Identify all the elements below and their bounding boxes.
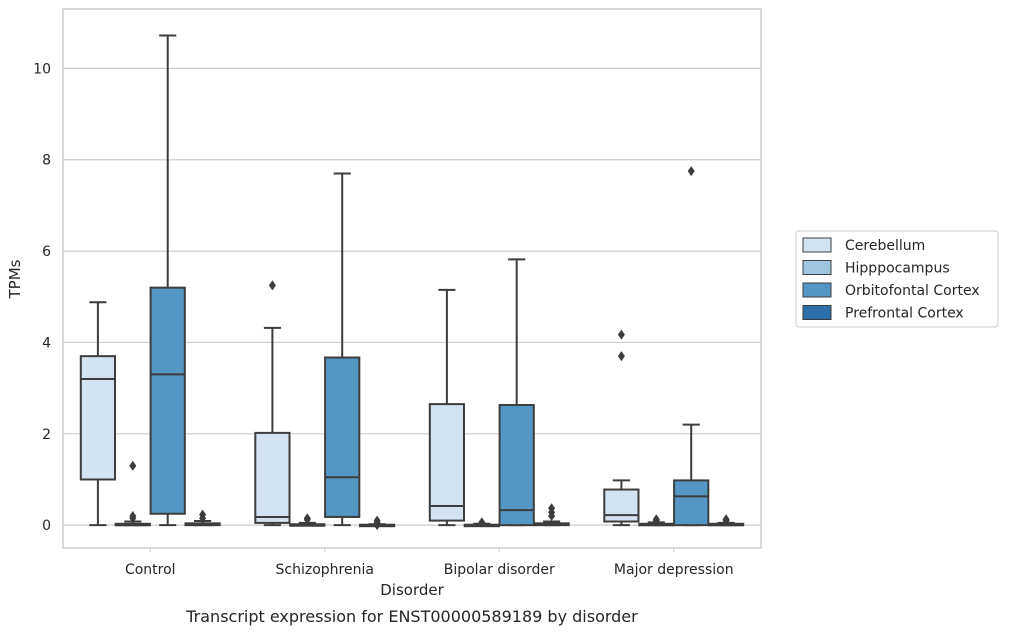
- x-tick-label: Major depression: [614, 562, 734, 578]
- y-axis-title: TPMs: [6, 259, 24, 299]
- box: [428, 288, 466, 527]
- legend-swatch: [802, 260, 832, 275]
- plot-frame: [62, 8, 762, 549]
- legend: Cerebellum Hipppocampus Orbitofontal Corte…: [795, 230, 999, 328]
- y-tick-label: 2: [42, 427, 51, 443]
- box-body: [324, 356, 361, 518]
- legend-swatch: [802, 282, 832, 298]
- y-tick-label: 6: [42, 244, 51, 260]
- box: [289, 513, 326, 527]
- box: [254, 280, 291, 527]
- outlier-point: [199, 509, 207, 520]
- x-tick-label: Bipolar disorder: [444, 562, 555, 578]
- box: [184, 509, 221, 527]
- legend-label: Orbitofontal Cortex: [845, 283, 980, 299]
- y-tick-label: 0: [42, 518, 51, 534]
- outlier-point: [268, 280, 276, 291]
- y-tick-label: 8: [42, 153, 51, 169]
- x-tick-label: Control: [125, 562, 176, 578]
- legend-label: Prefrontal Cortex: [845, 306, 964, 322]
- x-ticks: Control Schizophrenia Bipolar disorder Majo…: [125, 548, 734, 578]
- outlier-point: [129, 511, 137, 522]
- box: [498, 258, 535, 527]
- chart-caption: Transcript expression for ENST0000058918…: [185, 607, 638, 626]
- outlier-point: [129, 460, 137, 471]
- outlier-point: [617, 329, 625, 340]
- outlier-point: [722, 514, 730, 525]
- box-body: [603, 488, 640, 523]
- y-ticks: 0 2 4 6 8 10: [33, 61, 51, 534]
- legend-swatch: [802, 237, 832, 253]
- outlier-point: [652, 514, 660, 525]
- box: [324, 172, 361, 527]
- legend-swatch: [802, 305, 832, 320]
- box-body: [428, 403, 466, 522]
- box: [707, 514, 745, 527]
- box: [673, 166, 710, 527]
- legend-label: Hipppocampus: [845, 261, 950, 277]
- y-tick-label: 4: [42, 335, 51, 351]
- box: [358, 515, 396, 531]
- legend-frame: [795, 230, 999, 328]
- outlier-point: [687, 166, 695, 177]
- box-body: [79, 355, 117, 481]
- box: [463, 517, 500, 528]
- x-tick-label: Schizophrenia: [276, 562, 374, 578]
- box: [603, 329, 640, 527]
- y-tick-label: 10: [33, 61, 51, 77]
- boxes-layer: [79, 34, 745, 531]
- box-body: [254, 431, 291, 524]
- box: [149, 34, 186, 527]
- outlier-point: [373, 515, 381, 526]
- box: [114, 460, 151, 527]
- box-body: [149, 286, 186, 515]
- outlier-point: [548, 503, 556, 514]
- outlier-point: [303, 513, 311, 524]
- legend-label: Cerebellum: [845, 238, 925, 254]
- box: [533, 503, 570, 527]
- box: [79, 301, 117, 527]
- outlier-point: [478, 517, 486, 528]
- box-body: [498, 404, 535, 527]
- x-axis-title: Disorder: [380, 581, 444, 599]
- outlier-point: [617, 351, 625, 362]
- box-body: [673, 479, 710, 527]
